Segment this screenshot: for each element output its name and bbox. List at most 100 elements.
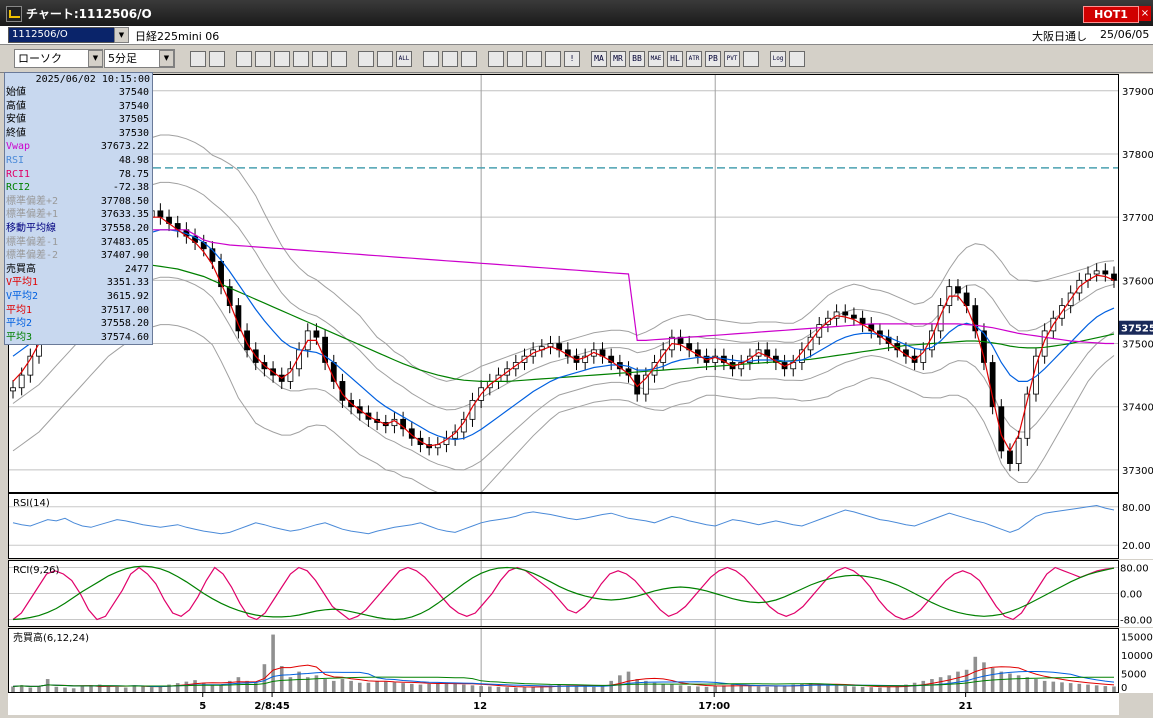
price-axis: 37900 37800 37700 37600 37500 37400 37300 37525: [1119, 74, 1153, 493]
volume-bar: [444, 682, 449, 692]
price-tick-label: 37700: [1122, 213, 1153, 224]
candle-body: [1041, 330, 1048, 357]
trash-icon[interactable]: [331, 51, 347, 67]
zoom-icon[interactable]: [507, 51, 523, 67]
cursor-icon[interactable]: [274, 51, 290, 67]
volume-bar: [704, 686, 709, 692]
symbol-input[interactable]: 1112506/O: [8, 27, 117, 43]
hot-button[interactable]: HOT1: [1083, 6, 1139, 23]
volume-bar: [1068, 683, 1073, 692]
volume-bar: [1025, 677, 1030, 692]
price-chart-svg: [9, 75, 1118, 503]
volume-bar: [600, 685, 605, 692]
volume-bar: [895, 686, 900, 692]
pencil-icon[interactable]: [255, 51, 271, 67]
bars-icon[interactable]: [358, 51, 374, 67]
volume-bar: [357, 682, 362, 692]
note-icon[interactable]: [312, 51, 328, 67]
volume-bar: [548, 685, 553, 692]
interval-select[interactable]: 5分足: [104, 49, 175, 68]
rsi-tick-label: 20.00: [1122, 541, 1151, 552]
search-icon[interactable]: [190, 51, 206, 67]
candle-body: [400, 418, 407, 430]
info-label: V平均1: [6, 277, 39, 289]
candle-body: [287, 368, 294, 382]
volume-pane[interactable]: 売買高(6,12,24): [8, 628, 1119, 693]
log-icon[interactable]: Log: [770, 51, 786, 67]
cross-icon[interactable]: [545, 51, 561, 67]
volume-bar: [774, 686, 778, 692]
info-row: Vwap 37673.22: [5, 140, 152, 153]
candle-body: [972, 305, 979, 332]
info-label: 標準偏差-2: [6, 250, 59, 262]
rsi-axis: 80.00 20.00: [1119, 493, 1153, 559]
palette-icon[interactable]: [461, 51, 477, 67]
rci-pane[interactable]: RCI(9,26): [8, 560, 1119, 627]
volume-bar: [219, 685, 223, 692]
atr-icon[interactable]: ATR: [686, 51, 702, 67]
volume-bar: [860, 686, 865, 692]
volume-bar: [349, 680, 353, 692]
chart-type-select[interactable]: ローソク: [14, 49, 103, 68]
volume-bar: [331, 680, 336, 692]
candle-body: [816, 324, 823, 338]
bb-icon[interactable]: BB: [629, 51, 645, 67]
window-titlebar: チャート:1112506/O HOT1 ×: [0, 0, 1153, 26]
close-icon[interactable]: ×: [1139, 6, 1151, 21]
candle-body: [998, 406, 1005, 452]
tools-icon[interactable]: [423, 51, 439, 67]
volume-bar: [63, 687, 67, 692]
candle-body: [582, 355, 589, 363]
volume-bar: [782, 685, 787, 692]
ma2-line: [12, 229, 1115, 441]
pb-icon[interactable]: PB: [705, 51, 721, 67]
volume-bar: [531, 686, 535, 692]
session-label: 大阪日通し: [1032, 30, 1087, 43]
rci-axis-svg: 80.00 0.00 -80.00: [1120, 564, 1152, 627]
chart-app-icon: [6, 6, 22, 22]
volume-bar: [462, 684, 466, 692]
volume-bar: [678, 685, 683, 692]
bollinger-band-line: [12, 134, 1115, 382]
info-label: 標準偏差-1: [6, 236, 59, 248]
volume-bar: [245, 680, 249, 692]
rsi-pane[interactable]: RSI(14): [8, 493, 1119, 559]
info-label: 平均1: [6, 304, 33, 316]
ma-icon[interactable]: MA: [591, 51, 607, 67]
volume-tick-label: 15000: [1121, 632, 1153, 643]
chart-icon[interactable]: [526, 51, 542, 67]
volume-bar: [557, 684, 561, 692]
volume-bar: [470, 685, 475, 692]
square-icon[interactable]: [743, 51, 759, 67]
pvt-icon[interactable]: PVT: [724, 51, 740, 67]
info-row: 平均2 37558.20: [5, 317, 152, 330]
volume-bar: [71, 688, 76, 692]
info-value: 78.75: [118, 168, 149, 180]
all-icon[interactable]: ALL: [396, 51, 412, 67]
volume-bar: [635, 679, 639, 692]
rci2-line: [12, 565, 1115, 621]
window-icon[interactable]: [209, 51, 225, 67]
bars2-icon[interactable]: [377, 51, 393, 67]
volume-bar: [1042, 680, 1047, 692]
info-value: 37530: [118, 127, 149, 139]
candle-body: [313, 330, 320, 338]
print-icon[interactable]: [789, 51, 805, 67]
chart-type-dropdown-icon[interactable]: ▼: [88, 50, 103, 67]
mr-icon[interactable]: MR: [610, 51, 626, 67]
pen-icon[interactable]: [236, 51, 252, 67]
alert-icon[interactable]: !: [564, 51, 580, 67]
arrow-icon[interactable]: [293, 51, 309, 67]
interval-dropdown-icon[interactable]: ▼: [159, 50, 174, 67]
download-icon[interactable]: [488, 51, 504, 67]
volume-bar: [644, 680, 648, 692]
price-pane[interactable]: [8, 74, 1119, 503]
info-value: 37558.20: [100, 318, 149, 330]
mae-icon[interactable]: MAE: [648, 51, 664, 67]
symbol-dropdown-icon[interactable]: ▼: [114, 27, 129, 43]
info-value: 48.98: [118, 155, 149, 166]
wrench-icon[interactable]: [442, 51, 458, 67]
hl-icon[interactable]: HL: [667, 51, 683, 67]
volume-bar: [227, 680, 232, 692]
candle-body: [1102, 270, 1109, 275]
